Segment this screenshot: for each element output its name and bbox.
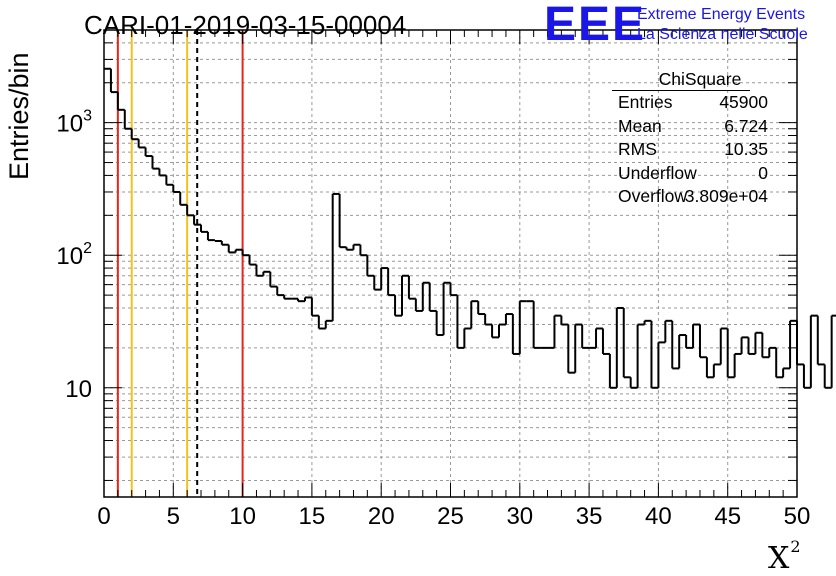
y-tick-label: 102 [56,240,92,270]
stats-key: Entries [618,92,673,112]
x-tick-label: 50 [784,503,811,530]
y-tick-base: 10 [56,243,83,270]
stats-row-mean: Mean 6.724 [612,115,772,139]
stats-key: Underflow [618,162,697,183]
x-tick-label: 10 [229,503,256,530]
threshold-lines [116,30,244,497]
eee-logo: EEE [544,0,647,51]
stats-row-rms: RMS 10.35 [612,138,772,162]
axis-ticks [103,29,798,497]
stats-value: 6.724 [724,115,768,136]
x-tick-label: 40 [645,503,672,530]
x-tick-label: 5 [167,503,180,530]
x-tick-label: 0 [97,503,110,530]
x-tick-label: 15 [299,503,326,530]
stats-divider [612,90,750,91]
stats-value: 3.809e+04 [684,186,768,206]
y-tick-exponent: 3 [83,108,92,125]
stats-row-overflow: Overflow 3.809e+04 [612,185,772,209]
stats-value: 45900 [719,92,768,112]
stats-row-entries: Entries 45900 [612,91,772,115]
y-tick-exponent: 2 [83,240,92,257]
stats-key: RMS [618,139,657,159]
stats-key: Overflow [618,186,688,206]
x-axis-label: X2 [768,537,801,576]
x-axis-label-base: X [768,541,790,576]
x-axis-label-exponent: 2 [790,537,801,556]
stats-key: Mean [618,115,662,136]
x-tick-label: 45 [714,503,741,530]
y-tick-base: 10 [56,111,83,138]
logo-caption: Extreme Energy Events La Scienza nelle S… [637,5,808,45]
x-tick-label: 35 [576,503,603,530]
y-tick-label: 103 [56,108,92,138]
logo-caption-line1: Extreme Energy Events [637,6,806,23]
stats-row-underflow: Underflow 0 [612,162,772,186]
x-tick-label: 25 [437,503,464,530]
stats-box: ChiSquare Entries 45900 Mean 6.724 RMS 1… [612,68,772,209]
run-title: CARI-01-2019-03-15-00004 [84,10,407,40]
stats-value: 10.35 [724,139,768,159]
stats-title: ChiSquare [658,69,742,89]
y-axis-label: Entries/bin [4,52,34,180]
grid-layer [104,29,797,497]
stats-value: 0 [758,162,768,183]
x-tick-label: 30 [506,503,533,530]
x-tick-label: 20 [368,503,395,530]
y-tick-label: 10 [65,376,92,403]
logo-caption-line2: La Scienza nelle Scuole [637,26,808,43]
